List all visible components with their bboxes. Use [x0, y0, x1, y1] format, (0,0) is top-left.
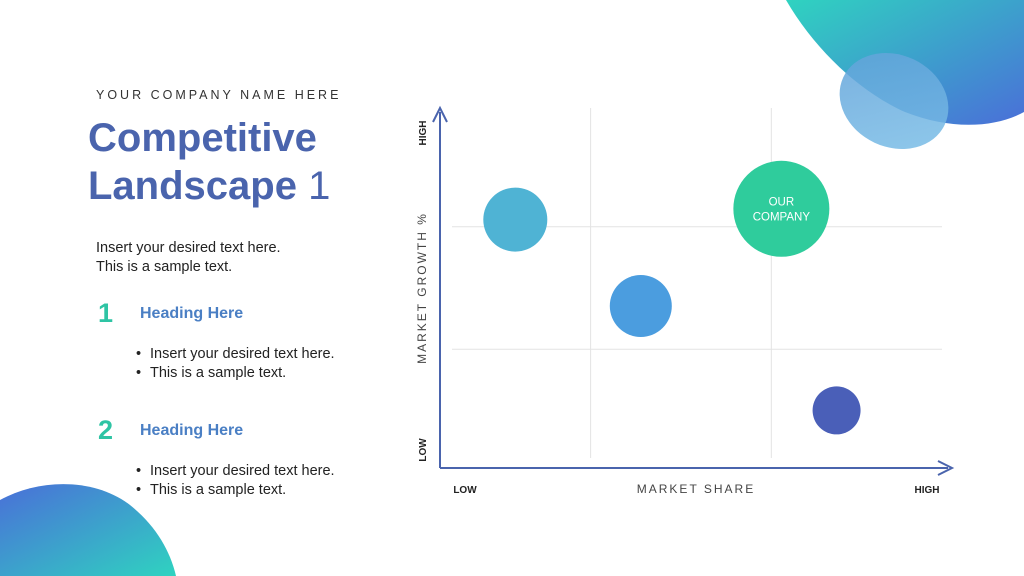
section-2-bullets: Insert your desired text here. This is a… [136, 462, 335, 500]
y-axis-label: MARKET GROWTH % [415, 212, 429, 364]
list-item: Insert your desired text here. [136, 462, 335, 481]
list-item: This is a sample text. [136, 481, 335, 500]
x-low-label: LOW [453, 485, 477, 496]
intro-line-1: Insert your desired text here. [96, 240, 281, 256]
company-name: YOUR COMPANY NAME HERE [96, 88, 342, 102]
section-1-heading: Heading Here [140, 305, 244, 322]
bubble-4 [812, 386, 861, 435]
section-2-number: 2 [98, 415, 114, 445]
bubble-2 [609, 275, 672, 337]
intro-text: Insert your desired text here. This is a… [96, 239, 281, 277]
bottom-left-blob [0, 484, 176, 576]
top-right-ellipse [839, 53, 949, 149]
y-low-label: LOW [418, 438, 429, 462]
section-1-bullets: Insert your desired text here. This is a… [136, 345, 335, 383]
title-line-1: Competitive [88, 116, 317, 160]
bubble-label-1: OUR [769, 196, 795, 208]
bubble-3 [733, 160, 830, 257]
y-high-label: HIGH [418, 121, 429, 146]
page-title: Competitive Landscape 1 [88, 114, 330, 210]
x-high-label: HIGH [915, 485, 940, 496]
bubble-label-2: COMPANY [753, 211, 811, 223]
x-axis-arrow [937, 460, 955, 476]
section-2-heading: Heading Here [140, 422, 244, 439]
section-1-number: 1 [98, 298, 114, 328]
bubble-1 [483, 187, 548, 252]
list-item: This is a sample text. [136, 364, 335, 383]
title-number: 1 [308, 164, 331, 208]
y-axis-arrow [432, 105, 448, 123]
intro-line-2: This is a sample text. [96, 259, 233, 275]
x-axis-label: MARKET SHARE [637, 482, 755, 496]
title-line-2: Landscape [88, 164, 297, 208]
list-item: Insert your desired text here. [136, 345, 335, 364]
